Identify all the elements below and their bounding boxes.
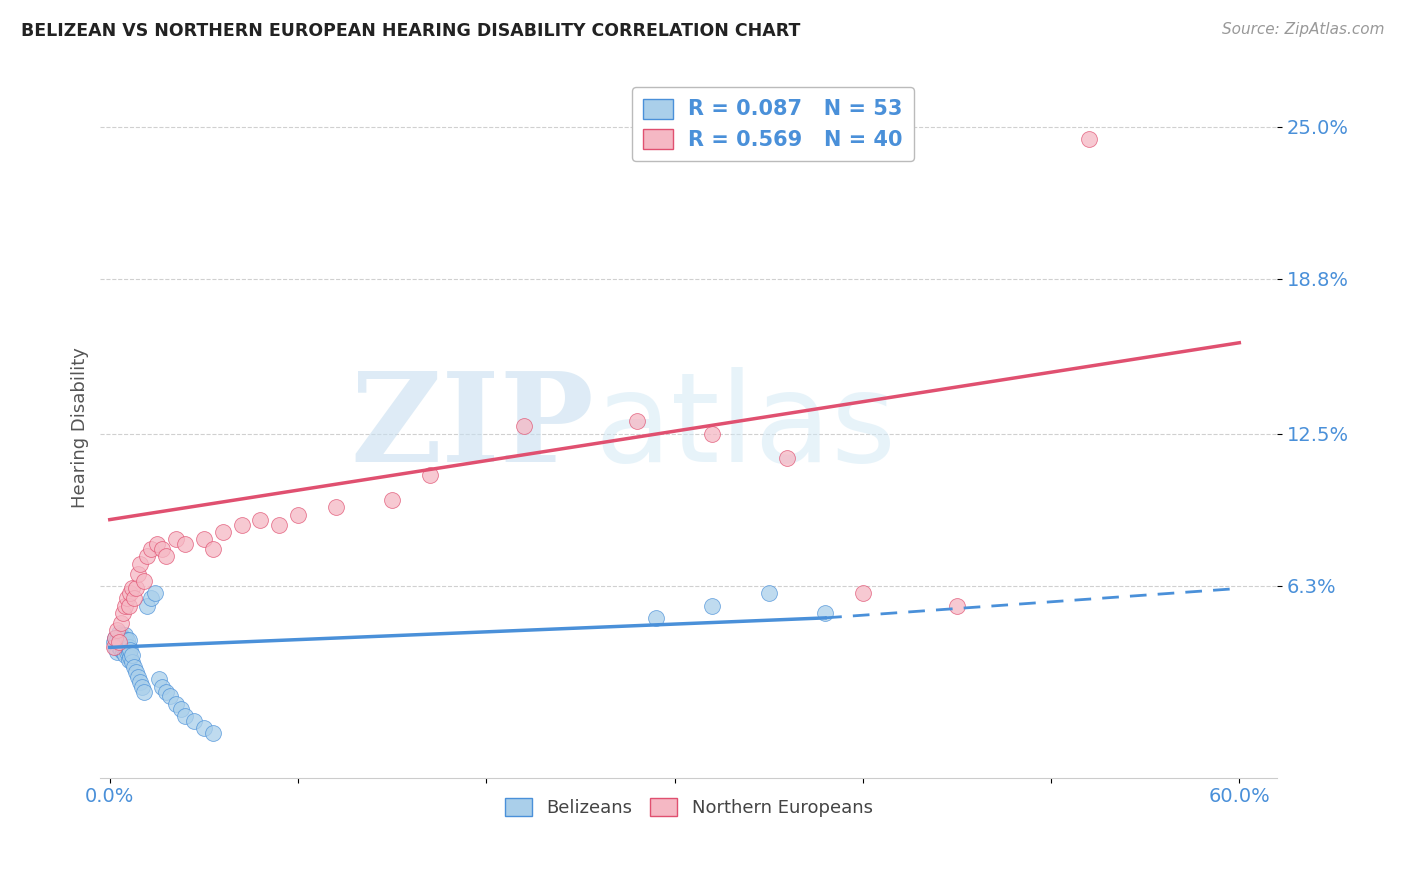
Point (111, 631, 134, 645)
Point (110, 635, 132, 649)
Point (110, 615, 132, 630)
Point (125, 665, 148, 679)
Point (115, 632, 138, 647)
Point (1077, 132, 1099, 146)
Point (115, 640, 138, 655)
Point (105, 623, 128, 637)
Point (114, 628, 136, 642)
Point (104, 640, 127, 655)
Point (111, 640, 134, 655)
Point (626, 414, 648, 428)
Point (136, 549, 159, 564)
Point (111, 645, 134, 659)
Point (165, 697, 187, 711)
Point (104, 631, 127, 645)
Point (120, 586, 142, 600)
Point (269, 517, 291, 532)
Point (121, 655, 143, 669)
Point (104, 631, 127, 645)
Point (110, 642, 132, 657)
Point (146, 537, 169, 551)
Point (155, 684, 177, 698)
Point (127, 670, 149, 684)
Point (193, 722, 215, 736)
Point (702, 599, 724, 613)
Point (120, 642, 142, 657)
Point (141, 542, 163, 557)
Point (121, 648, 143, 662)
Point (122, 591, 145, 606)
Point (202, 726, 225, 740)
Point (108, 635, 131, 649)
Point (114, 640, 136, 655)
Point (105, 645, 128, 659)
Point (103, 640, 125, 655)
Point (122, 660, 145, 674)
Point (121, 582, 143, 596)
Point (381, 493, 404, 508)
Point (111, 635, 134, 649)
Point (115, 645, 138, 659)
Point (776, 451, 799, 466)
Point (117, 645, 139, 659)
Point (127, 566, 149, 581)
Point (852, 586, 875, 600)
Point (249, 513, 271, 527)
Text: Source: ZipAtlas.com: Source: ZipAtlas.com (1222, 22, 1385, 37)
Point (211, 524, 233, 539)
Point (128, 674, 150, 689)
Point (174, 537, 197, 551)
Point (513, 419, 536, 434)
Point (132, 684, 155, 698)
Point (115, 591, 138, 606)
Point (132, 574, 155, 588)
Point (114, 648, 136, 662)
Point (108, 625, 131, 640)
Point (117, 599, 139, 613)
Point (141, 591, 163, 606)
Point (644, 611, 666, 625)
Point (758, 586, 780, 600)
Point (105, 632, 128, 647)
Point (117, 640, 139, 655)
Point (231, 517, 253, 532)
Point (128, 557, 150, 571)
Point (117, 632, 139, 647)
Text: atlas: atlas (595, 367, 897, 488)
Point (111, 606, 134, 620)
Point (193, 533, 215, 547)
Point (159, 690, 181, 704)
Point (143, 586, 166, 600)
Point (103, 635, 125, 649)
Point (702, 426, 724, 441)
Point (202, 542, 225, 557)
Point (287, 508, 309, 522)
Text: ZIP: ZIP (350, 367, 595, 488)
Point (108, 640, 131, 655)
Point (114, 599, 136, 613)
Point (136, 599, 159, 613)
Point (419, 468, 441, 483)
Legend: Belizeans, Northern Europeans: Belizeans, Northern Europeans (498, 790, 880, 824)
Y-axis label: Hearing Disability: Hearing Disability (72, 347, 89, 508)
Text: BELIZEAN VS NORTHERN EUROPEAN HEARING DISABILITY CORRELATION CHART: BELIZEAN VS NORTHERN EUROPEAN HEARING DI… (21, 22, 800, 40)
Point (165, 533, 187, 547)
Point (148, 673, 170, 687)
Point (155, 549, 177, 564)
Point (120, 650, 142, 665)
Point (152, 680, 174, 694)
Point (110, 628, 132, 642)
Point (108, 635, 131, 649)
Point (117, 653, 139, 667)
Point (125, 582, 148, 596)
Point (325, 500, 347, 515)
Point (814, 606, 837, 620)
Point (183, 714, 205, 728)
Point (170, 702, 193, 716)
Point (152, 542, 174, 557)
Point (174, 709, 197, 723)
Point (131, 680, 153, 694)
Point (946, 599, 969, 613)
Point (114, 632, 136, 647)
